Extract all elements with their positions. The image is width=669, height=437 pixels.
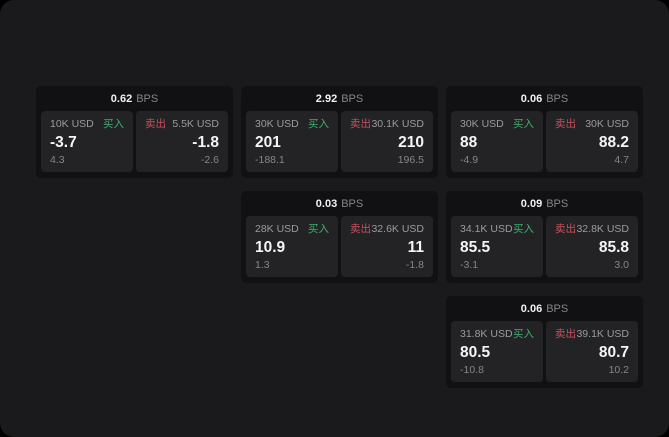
bps-value: 0.03: [315, 198, 338, 210]
buy-button[interactable]: 买入: [308, 118, 329, 130]
buy-amount: 10K USD: [50, 118, 94, 130]
bps-value: 0.62: [110, 93, 133, 105]
bps-header: 2.92 BPS: [241, 86, 438, 109]
sell-price: 85.8: [598, 238, 629, 256]
quote-card: 0.06 BPS 30K USD 买入 88 -4.9 卖出 30K USD: [446, 86, 643, 178]
buy-amount: 34.1K USD: [460, 223, 513, 235]
quote-card: 2.92 BPS 30K USD 买入 201 -188.1 卖出 30.1K …: [241, 86, 438, 178]
sell-panel[interactable]: 卖出 39.1K USD 80.7 10.2: [546, 321, 638, 382]
buy-amount: 30K USD: [255, 118, 299, 130]
bps-suffix-label: BPS: [341, 198, 364, 210]
buy-button[interactable]: 买入: [513, 328, 534, 340]
buy-panel[interactable]: 30K USD 买入 201 -188.1: [246, 111, 338, 172]
quote-panels: 10K USD 买入 -3.7 4.3 卖出 5.5K USD -1.8 -2.…: [36, 109, 233, 178]
sell-panel[interactable]: 卖出 32.8K USD 85.8 3.0: [546, 216, 638, 277]
bps-header: 0.62 BPS: [36, 86, 233, 109]
sell-panel[interactable]: 卖出 5.5K USD -1.8 -2.6: [136, 111, 228, 172]
sell-button[interactable]: 卖出: [350, 223, 371, 235]
buy-delta: -10.8: [460, 364, 484, 376]
sell-button[interactable]: 卖出: [555, 328, 576, 340]
bps-suffix-label: BPS: [546, 198, 569, 210]
bps-header: 0.03 BPS: [241, 191, 438, 214]
quote-panels: 34.1K USD 买入 85.5 -3.1 卖出 32.8K USD 85.8…: [446, 214, 643, 283]
sell-panel[interactable]: 卖出 30.1K USD 210 196.5: [341, 111, 433, 172]
buy-panel[interactable]: 31.8K USD 买入 80.5 -10.8: [451, 321, 543, 382]
buy-panel[interactable]: 30K USD 买入 88 -4.9: [451, 111, 543, 172]
sell-delta: 10.2: [608, 364, 629, 376]
buy-delta: 1.3: [255, 259, 270, 271]
quote-panels: 28K USD 买入 10.9 1.3 卖出 32.6K USD 11 -1.8: [241, 214, 438, 283]
bps-suffix-label: BPS: [546, 303, 569, 315]
sell-price: 210: [398, 133, 424, 151]
quote-card: 0.62 BPS 10K USD 买入 -3.7 4.3 卖出 5.5K USD: [36, 86, 233, 178]
buy-panel[interactable]: 10K USD 买入 -3.7 4.3: [41, 111, 133, 172]
sell-delta: -2.6: [200, 154, 219, 166]
buy-delta: 4.3: [50, 154, 65, 166]
bps-header: 0.06 BPS: [446, 296, 643, 319]
buy-button[interactable]: 买入: [513, 223, 534, 235]
sell-price: 11: [407, 238, 424, 256]
buy-price: 85.5: [460, 238, 491, 256]
buy-amount: 31.8K USD: [460, 328, 513, 340]
buy-delta: -188.1: [255, 154, 285, 166]
bps-header: 0.09 BPS: [446, 191, 643, 214]
bps-suffix-label: BPS: [546, 93, 569, 105]
quote-cards-grid: 0.62 BPS 10K USD 买入 -3.7 4.3 卖出 5.5K USD: [36, 86, 643, 388]
bps-header: 0.06 BPS: [446, 86, 643, 109]
sell-amount: 39.1K USD: [576, 328, 629, 340]
quote-card: 0.09 BPS 34.1K USD 买入 85.5 -3.1 卖出 32.8K…: [446, 191, 643, 283]
sell-button[interactable]: 卖出: [555, 118, 576, 130]
sell-delta: 4.7: [614, 154, 629, 166]
buy-amount: 28K USD: [255, 223, 299, 235]
sell-amount: 32.6K USD: [371, 223, 424, 235]
buy-delta: -3.1: [460, 259, 479, 271]
quote-card: 0.03 BPS 28K USD 买入 10.9 1.3 卖出 32.6K US…: [241, 191, 438, 283]
sell-amount: 30.1K USD: [371, 118, 424, 130]
sell-delta: 196.5: [397, 154, 424, 166]
sell-price: 80.7: [598, 343, 629, 361]
buy-button[interactable]: 买入: [308, 223, 329, 235]
bps-value: 0.09: [520, 198, 543, 210]
buy-button[interactable]: 买入: [103, 118, 124, 130]
buy-price: 10.9: [255, 238, 286, 256]
sell-amount: 32.8K USD: [576, 223, 629, 235]
bps-value: 0.06: [520, 93, 543, 105]
buy-delta: -4.9: [460, 154, 479, 166]
sell-panel[interactable]: 卖出 30K USD 88.2 4.7: [546, 111, 638, 172]
buy-amount: 30K USD: [460, 118, 504, 130]
sell-price: -1.8: [192, 133, 219, 151]
bps-value: 2.92: [315, 93, 338, 105]
buy-panel[interactable]: 34.1K USD 买入 85.5 -3.1: [451, 216, 543, 277]
buy-button[interactable]: 买入: [513, 118, 534, 130]
quote-card: 0.06 BPS 31.8K USD 买入 80.5 -10.8 卖出 39.1…: [446, 296, 643, 388]
buy-price: -3.7: [50, 133, 77, 151]
quote-panels: 30K USD 买入 88 -4.9 卖出 30K USD 88.2 4.7: [446, 109, 643, 178]
sell-amount: 30K USD: [585, 118, 629, 130]
buy-panel[interactable]: 28K USD 买入 10.9 1.3: [246, 216, 338, 277]
sell-panel[interactable]: 卖出 32.6K USD 11 -1.8: [341, 216, 433, 277]
buy-price: 80.5: [460, 343, 491, 361]
quote-panels: 31.8K USD 买入 80.5 -10.8 卖出 39.1K USD 80.…: [446, 319, 643, 388]
sell-price: 88.2: [598, 133, 629, 151]
sell-delta: 3.0: [614, 259, 629, 271]
sell-button[interactable]: 卖出: [145, 118, 166, 130]
sell-delta: -1.8: [405, 259, 424, 271]
quote-panels: 30K USD 买入 201 -188.1 卖出 30.1K USD 210 1…: [241, 109, 438, 178]
bps-suffix-label: BPS: [136, 93, 159, 105]
sell-button[interactable]: 卖出: [350, 118, 371, 130]
sell-button[interactable]: 卖出: [555, 223, 576, 235]
bps-value: 0.06: [520, 303, 543, 315]
buy-price: 201: [255, 133, 281, 151]
buy-price: 88: [460, 133, 478, 151]
bps-suffix-label: BPS: [341, 93, 364, 105]
sell-amount: 5.5K USD: [172, 118, 219, 130]
